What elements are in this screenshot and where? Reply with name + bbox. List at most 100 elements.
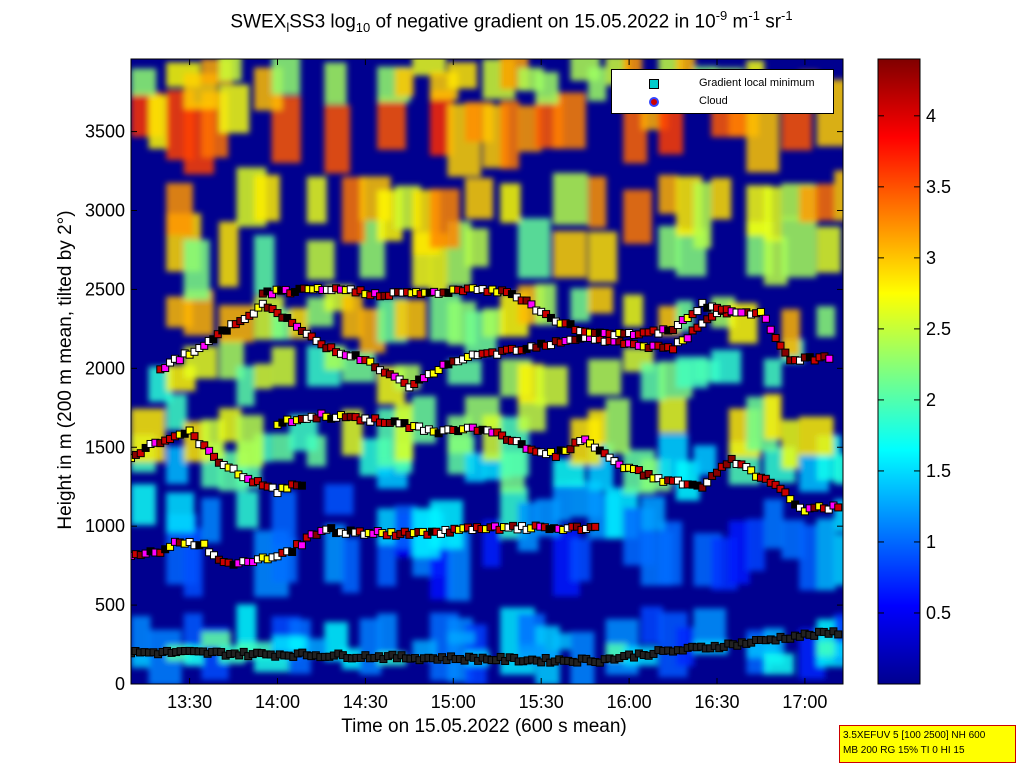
gradient-minimum-marker [297, 481, 306, 490]
heat-cell [623, 294, 644, 327]
heat-cell [236, 415, 264, 468]
gradient-minimum-marker [713, 468, 722, 477]
heat-cell [254, 655, 289, 673]
gradient-minimum-marker [669, 325, 678, 334]
gradient-minimum-marker [415, 422, 424, 431]
gradient-minimum-marker [249, 309, 258, 318]
heat-cell [341, 295, 363, 338]
gradient-minimum-marker [273, 489, 282, 498]
heat-cell [711, 349, 742, 384]
gradient-minimum-marker [239, 647, 248, 656]
y-tick-label: 2000 [85, 358, 125, 378]
legend-item-cloud: Cloud [612, 94, 833, 110]
gradient-minimum-marker [400, 419, 409, 428]
x-tick-label: 15:30 [519, 692, 564, 712]
gradient-minimum-marker [824, 505, 833, 514]
y-tick-label: 0 [115, 674, 125, 694]
gradient-minimum-marker [634, 466, 643, 475]
gradient-minimum-marker [810, 631, 819, 640]
heat-cell [535, 71, 559, 105]
gradient-minimum-marker [786, 495, 795, 504]
heat-cell [465, 178, 494, 219]
heat-cell [799, 416, 834, 456]
heat-cell [658, 174, 678, 214]
heat-cell [377, 96, 406, 150]
gradient-minimum-marker [273, 309, 282, 318]
y-tick-label: 1500 [85, 437, 125, 457]
gradient-minimum-marker [410, 380, 419, 389]
gradient-minimum-marker [573, 658, 582, 667]
heat-cell [236, 491, 259, 529]
gradient-minimum-marker [307, 332, 316, 341]
heat-cell [570, 538, 591, 582]
gradient-minimum-marker [698, 319, 707, 328]
heat-cell [166, 446, 189, 484]
heat-cell [166, 492, 195, 533]
y-axis-label: Height in m (200 m mean, tilted by 2°) [55, 210, 76, 530]
heat-cell [254, 174, 280, 222]
heat-cell [324, 62, 347, 105]
colorbar-tick-label: 2.5 [926, 319, 951, 339]
x-tick-label: 16:00 [607, 692, 652, 712]
heat-cell [324, 524, 346, 583]
gradient-minimum-marker [683, 334, 692, 343]
heat-cell [728, 520, 750, 585]
x-axis-label: Time on 15.05.2022 (600 s mean) [341, 716, 627, 737]
gradient-minimum-marker [654, 329, 663, 338]
gradient-minimum-marker [283, 484, 292, 493]
gradient-minimum-marker [566, 320, 575, 329]
gradient-minimum-marker [703, 478, 712, 487]
heat-cell [500, 183, 521, 223]
heat-cell [218, 408, 242, 442]
heat-cell [658, 225, 681, 270]
heat-cell [781, 519, 805, 559]
gradient-minimum-marker [517, 440, 526, 449]
heat-cell [271, 490, 297, 545]
heatmap-plot [131, 59, 843, 684]
heat-cell [254, 235, 275, 295]
heat-cell [834, 499, 843, 533]
heat-cell [799, 524, 817, 591]
legend-item-gradient: Gradient local minimum [612, 76, 833, 92]
x-tick-label: 14:00 [255, 692, 300, 712]
gradient-minimum-marker [546, 447, 555, 456]
heat-cell [289, 636, 308, 652]
gradient-minimum-marker [190, 432, 199, 441]
heat-cell [834, 170, 843, 221]
heat-cell [306, 176, 327, 224]
colorbar-tick-label: 0.5 [926, 603, 951, 623]
gradient-minimum-marker [161, 364, 170, 373]
gradient-minimum-marker [210, 452, 219, 461]
gradient-minimum-marker [288, 548, 297, 557]
heat-cell [746, 518, 766, 571]
heat-cell [412, 59, 446, 76]
heat-cell [746, 102, 780, 173]
gradient-minimum-marker [834, 503, 843, 512]
heat-cell [482, 308, 505, 338]
y-tick-label: 2500 [85, 279, 125, 299]
legend: Gradient local minimum Cloud [611, 69, 834, 114]
heat-cell [517, 218, 551, 279]
heat-cell [535, 366, 568, 406]
gradient-minimum-marker [771, 333, 780, 342]
heat-cell [570, 288, 591, 322]
gradient-minimum-marker [527, 300, 536, 309]
heat-cell [201, 631, 231, 648]
info-line-2: MB 200 RG 15% TI 0 HI 15 [843, 745, 965, 756]
heat-cell [623, 189, 652, 244]
y-tick-label: 1000 [85, 516, 125, 536]
gradient-minimum-marker [268, 290, 277, 299]
heat-cell [588, 409, 607, 445]
x-tick-label: 13:30 [167, 692, 212, 712]
gradient-minimum-marker [551, 452, 560, 461]
heat-cell [834, 642, 843, 660]
heat-cell [693, 182, 712, 249]
gradient-minimum-marker [766, 325, 775, 334]
heat-cell [588, 67, 607, 102]
heat-cell [465, 453, 485, 482]
plot-frame [130, 58, 844, 685]
gradient-minimum-marker [669, 345, 678, 354]
x-axis: 13:30 14:00 14:30 15:00 15:30 16:00 16:30 17:00 [167, 59, 827, 712]
heat-cell [218, 84, 250, 134]
